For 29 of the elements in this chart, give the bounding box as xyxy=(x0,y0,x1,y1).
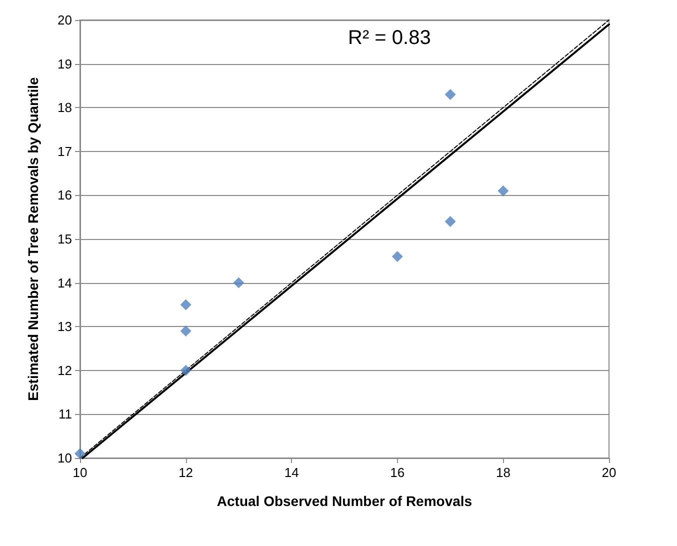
x-tick-label: 18 xyxy=(496,465,510,480)
y-tick-label: 20 xyxy=(58,12,72,28)
y-tick-label: 19 xyxy=(58,56,72,72)
y-tick-label: 17 xyxy=(58,144,72,159)
y-axis-title: Estimated Number of Tree Removals by Quantile xyxy=(25,76,41,401)
point xyxy=(444,216,456,227)
y-tick-label: 12 xyxy=(58,362,72,378)
point xyxy=(74,448,86,460)
x-tick-label: 16 xyxy=(390,465,405,480)
x-tick-label: 10 xyxy=(72,465,88,480)
point xyxy=(180,325,192,336)
point xyxy=(392,251,403,262)
point xyxy=(233,277,244,288)
x-tick-label: 12 xyxy=(178,465,194,480)
point xyxy=(180,299,192,310)
x-tick-label: 20 xyxy=(602,465,616,480)
y-tick-label: 14 xyxy=(58,275,72,290)
annotation: R² = 0.83 xyxy=(348,27,431,49)
point xyxy=(498,185,509,196)
y-tick-label: 15 xyxy=(58,232,72,246)
y-tick-label: 18 xyxy=(58,100,72,116)
y-tick-label: 10 xyxy=(58,450,72,466)
point xyxy=(444,88,456,100)
y-tick-label: 16 xyxy=(58,188,72,203)
x-tick-label: 14 xyxy=(284,465,299,480)
point xyxy=(180,364,192,376)
y-tick-label: 13 xyxy=(58,319,72,334)
x-axis-title: Actual Observed Number of Removals xyxy=(216,493,472,509)
y-tick-label: 11 xyxy=(58,406,72,422)
